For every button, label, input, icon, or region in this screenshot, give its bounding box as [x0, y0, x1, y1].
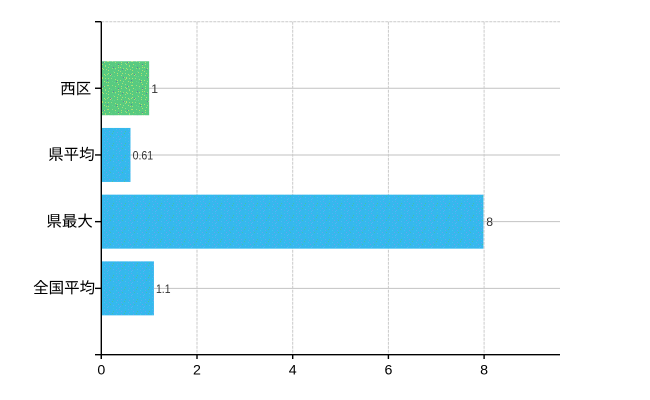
svg-text:1: 1: [151, 82, 158, 96]
svg-text:8: 8: [480, 363, 488, 379]
svg-text:8: 8: [486, 215, 493, 229]
svg-text:0.61: 0.61: [133, 148, 154, 162]
svg-text:2: 2: [193, 363, 201, 379]
svg-text:6: 6: [384, 363, 392, 379]
svg-text:0: 0: [97, 363, 105, 379]
svg-text:1.1: 1.1: [156, 282, 171, 296]
svg-text:4: 4: [289, 363, 297, 379]
